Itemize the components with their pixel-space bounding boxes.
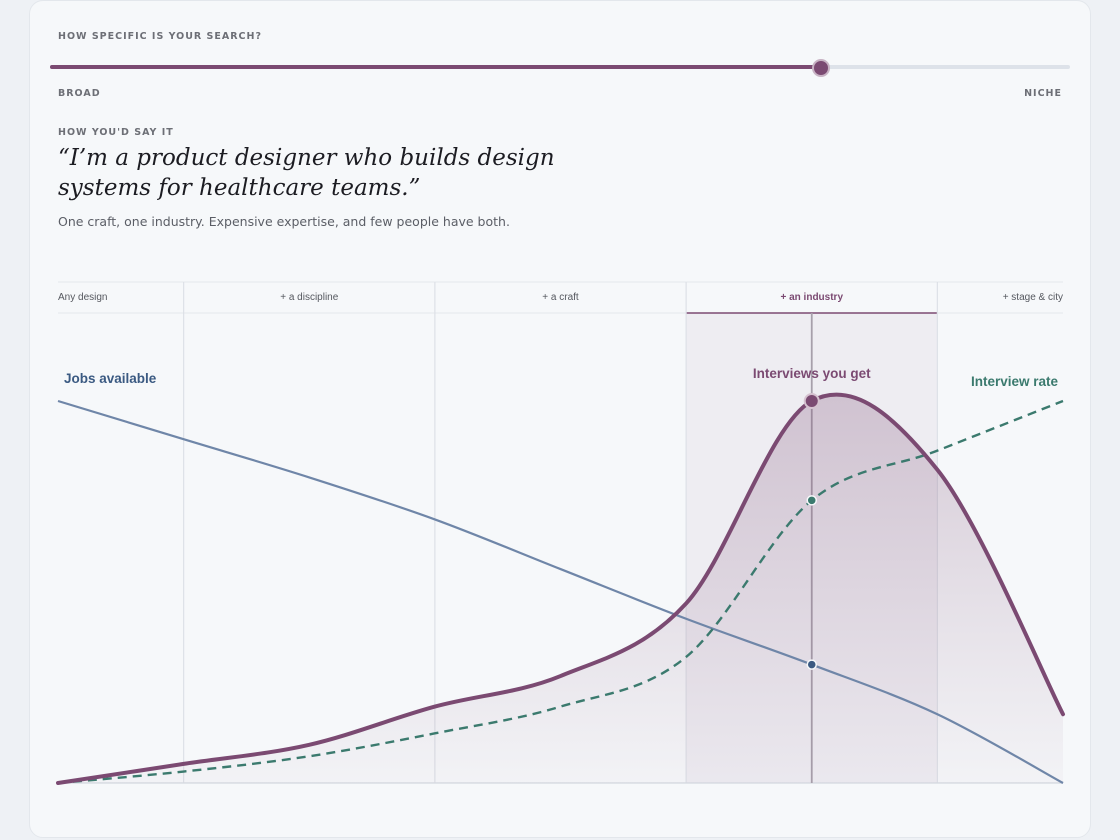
specificity-slider[interactable] xyxy=(50,59,1070,77)
interview-rate-line xyxy=(57,399,1064,785)
stage-label-0: Any design xyxy=(58,292,107,303)
jobs-selected-point xyxy=(806,659,817,670)
slider-question: HOW SPECIFIC IS YOUR SEARCH? xyxy=(58,31,262,42)
stage-label-2: + a craft xyxy=(542,292,579,303)
interviews-label: Interviews you get xyxy=(753,366,871,381)
interviews-selected-point xyxy=(803,393,820,409)
interview-rate-label: Interview rate xyxy=(971,374,1059,389)
rate-selected-point xyxy=(806,495,817,506)
slider-fill xyxy=(50,65,821,69)
slider-min-label: BROAD xyxy=(58,88,101,99)
interviews-line xyxy=(56,392,1065,785)
statement-description: One craft, one industry. Expensive exper… xyxy=(58,214,510,229)
statement-quote: “I’m a product designer who builds desig… xyxy=(58,145,555,201)
stage-label-1: + a discipline xyxy=(280,292,339,303)
statement-label: HOW YOU'D SAY IT xyxy=(58,127,174,138)
jobs-available-label: Jobs available xyxy=(64,371,157,386)
jobs-available-line xyxy=(57,399,1064,784)
stage-label-3: + an industry xyxy=(780,292,843,303)
slider-max-label: NICHE xyxy=(1024,88,1062,99)
search-specificity-card: HOW SPECIFIC IS YOUR SEARCH? BROAD NICHE… xyxy=(29,0,1091,838)
interviews-area xyxy=(58,394,1063,783)
slider-thumb[interactable] xyxy=(812,59,831,77)
interviews-chart: Any design + a discipline + a craft + an in… xyxy=(56,281,1065,785)
stage-label-4: + stage & city xyxy=(1003,292,1063,303)
